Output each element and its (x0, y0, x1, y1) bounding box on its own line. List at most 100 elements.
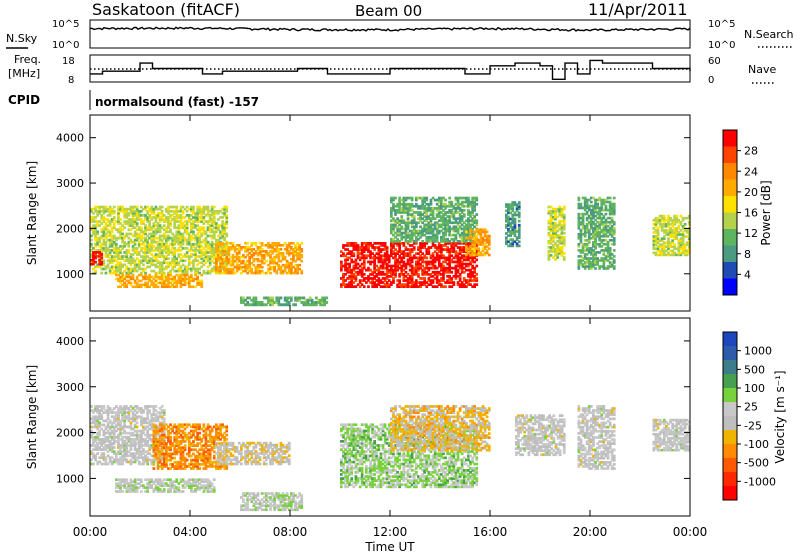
power-cell (612, 228, 616, 232)
velocity-cell (117, 417, 120, 421)
power-cell (471, 198, 474, 202)
power-cell (260, 301, 264, 304)
velocity-cell (96, 415, 99, 419)
power-cell (592, 257, 595, 260)
velocity-cell (94, 444, 97, 447)
power-cell (392, 237, 395, 241)
power-cell (179, 216, 183, 219)
power-cell (212, 249, 216, 252)
power-cell (683, 247, 687, 251)
power-cell (242, 253, 245, 257)
power-cell (456, 254, 460, 258)
power-cell (467, 233, 470, 237)
power-cell (292, 248, 295, 251)
power-cell (246, 242, 249, 245)
power-cell (108, 269, 112, 273)
power-cell (417, 196, 420, 200)
power-cell (150, 207, 154, 211)
power-cell (348, 242, 351, 245)
power-cell (421, 256, 424, 260)
power-cell (551, 234, 555, 237)
power-cell (475, 238, 479, 242)
power-cell (681, 245, 685, 248)
power-cell (231, 248, 235, 251)
power-cell (373, 268, 376, 272)
velocity-cell (110, 409, 114, 412)
power-cell (229, 246, 233, 249)
power-cell (144, 218, 147, 221)
power-cell (394, 204, 397, 208)
power-cell (144, 251, 147, 254)
power-cell (398, 196, 401, 200)
power-cell (221, 207, 224, 211)
power-cell (673, 253, 676, 257)
power-cell (427, 215, 431, 218)
power-cell (665, 241, 668, 244)
power-cell (115, 271, 118, 275)
power-cell (277, 301, 281, 304)
power-cell (383, 248, 387, 251)
power-cell (579, 206, 583, 210)
power-cell (121, 236, 124, 240)
power-cell (440, 256, 443, 260)
power-cell (173, 226, 176, 230)
power-cell (279, 269, 283, 273)
velocity-cell (106, 450, 110, 453)
power-cell (225, 259, 229, 263)
power-cell (223, 263, 226, 267)
power-cell (179, 267, 183, 271)
power-cell (667, 223, 670, 226)
power-cell (119, 265, 122, 269)
power-cell (175, 238, 179, 242)
velocity-cell (106, 446, 110, 449)
power-cell (358, 268, 362, 272)
velocity-cell (92, 409, 95, 412)
power-cell (592, 210, 595, 214)
power-cell (348, 252, 351, 255)
power-cell (169, 281, 172, 285)
power-cell (687, 243, 691, 246)
power-cell (225, 257, 229, 261)
power-cell (377, 268, 381, 272)
power-cell (440, 217, 443, 220)
power-cell (408, 254, 412, 258)
power-cell (452, 215, 456, 218)
power-cell (358, 270, 362, 274)
power-cell (212, 236, 216, 240)
power-cell (381, 260, 385, 264)
power-cell (140, 214, 143, 217)
power-cell (437, 223, 441, 227)
power-cell (229, 269, 233, 273)
power-cell (437, 254, 441, 258)
power-cell (592, 265, 595, 268)
power-cell (140, 209, 143, 213)
power-cell (356, 254, 360, 258)
power-cell (509, 232, 512, 235)
power-cell (160, 226, 164, 230)
power-cell (477, 247, 481, 250)
velocity-cell (96, 433, 99, 437)
power-cell (606, 216, 610, 220)
power-cell (296, 246, 299, 249)
power-cell (517, 215, 521, 219)
power-cell (379, 254, 383, 258)
power-cell (662, 216, 666, 220)
power-cell (217, 248, 220, 251)
power-cell (421, 283, 424, 286)
power-cell (608, 216, 612, 220)
power-cell (448, 250, 451, 253)
power-cell (108, 214, 112, 217)
power-cell (175, 261, 179, 265)
velocity-cell (108, 458, 112, 462)
power-cell (406, 258, 410, 262)
power-cell (423, 242, 426, 245)
power-cell (473, 219, 476, 223)
velocity-cell (92, 411, 95, 414)
power-cell (479, 230, 483, 234)
power-cell (271, 265, 274, 269)
power-cell (437, 250, 441, 253)
power-cell (287, 265, 291, 269)
power-cell (304, 301, 308, 304)
power-cell (100, 253, 104, 256)
power-cell (547, 250, 551, 253)
